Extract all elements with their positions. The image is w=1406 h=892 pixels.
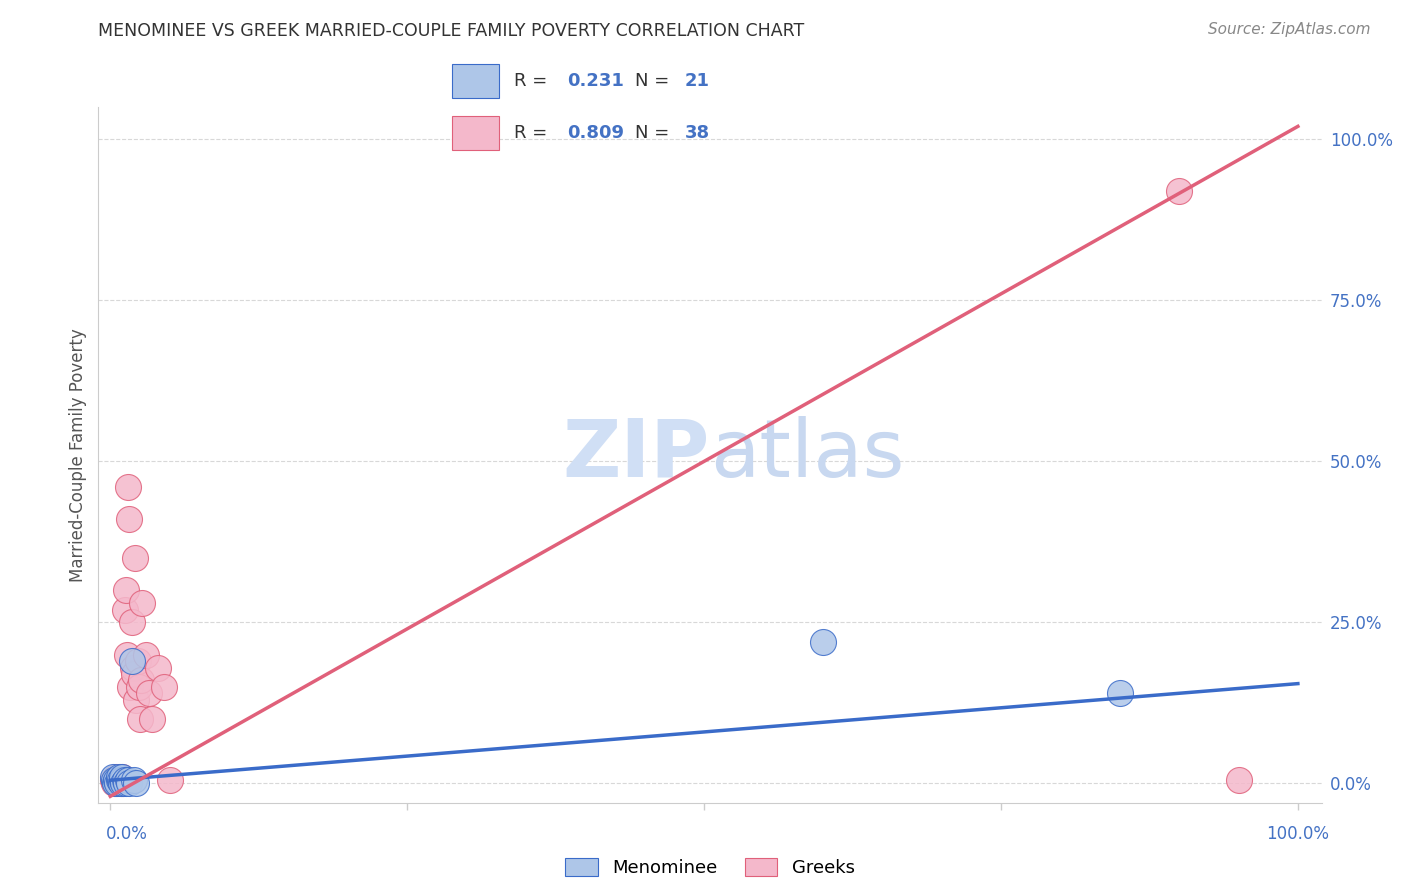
Point	[120, 680, 142, 694]
Point	[124, 551, 146, 566]
Point	[107, 770, 129, 784]
Point	[111, 773, 134, 788]
Point	[1168, 184, 1191, 198]
Point	[108, 773, 131, 788]
Text: R =: R =	[513, 124, 553, 142]
Point	[105, 770, 128, 784]
Point	[125, 776, 148, 790]
Point	[128, 680, 150, 694]
Point	[111, 770, 134, 784]
Text: 0.809: 0.809	[567, 124, 624, 142]
Point	[121, 660, 143, 674]
Text: 0.0%: 0.0%	[105, 825, 148, 843]
Point	[811, 634, 834, 648]
Text: MENOMINEE VS GREEK MARRIED-COUPLE FAMILY POVERTY CORRELATION CHART: MENOMINEE VS GREEK MARRIED-COUPLE FAMILY…	[98, 22, 804, 40]
Point	[118, 512, 141, 526]
Text: N =: N =	[636, 124, 675, 142]
Text: Source: ZipAtlas.com: Source: ZipAtlas.com	[1208, 22, 1371, 37]
Text: 0.231: 0.231	[567, 72, 624, 90]
Point	[110, 776, 132, 790]
Point	[114, 602, 136, 616]
Point	[129, 673, 152, 688]
Point	[107, 776, 129, 790]
Point	[107, 776, 129, 790]
Point	[105, 773, 128, 788]
Point	[112, 773, 135, 788]
Point	[122, 667, 145, 681]
Text: N =: N =	[636, 72, 675, 90]
Point	[107, 773, 129, 788]
Point	[131, 596, 153, 610]
Point	[112, 776, 135, 790]
Point	[135, 648, 157, 662]
Text: ZIP: ZIP	[562, 416, 710, 494]
Y-axis label: Married-Couple Family Poverty: Married-Couple Family Poverty	[69, 328, 87, 582]
Point	[152, 680, 174, 694]
Point	[108, 773, 131, 788]
Point	[108, 770, 131, 784]
Legend: Menominee, Greeks: Menominee, Greeks	[558, 850, 862, 884]
Point	[105, 776, 128, 790]
Point	[117, 773, 139, 788]
Point	[101, 770, 124, 784]
Point	[114, 773, 136, 788]
Text: 38: 38	[685, 124, 710, 142]
Text: atlas: atlas	[710, 416, 904, 494]
Point	[114, 776, 136, 790]
Bar	[451, 64, 499, 98]
Point	[104, 776, 127, 790]
Point	[112, 776, 135, 790]
Point	[115, 648, 138, 662]
Point	[1108, 686, 1130, 700]
Point	[141, 712, 163, 726]
Bar	[451, 116, 499, 150]
Text: 21: 21	[685, 72, 710, 90]
Point	[104, 773, 127, 788]
Point	[121, 615, 143, 630]
Point	[111, 770, 134, 784]
Point	[114, 583, 136, 598]
Text: 100.0%: 100.0%	[1265, 825, 1329, 843]
Point	[103, 773, 125, 788]
Point	[121, 654, 143, 668]
Point	[107, 773, 129, 788]
Point	[127, 654, 149, 668]
Point	[101, 773, 124, 788]
Point	[111, 773, 134, 788]
Point	[146, 660, 169, 674]
Point	[1227, 773, 1250, 788]
Point	[122, 773, 145, 788]
Point	[125, 692, 148, 706]
Point	[117, 480, 139, 494]
Point	[118, 776, 141, 790]
Point	[159, 773, 181, 788]
Point	[129, 712, 152, 726]
Point	[103, 776, 125, 790]
Point	[138, 686, 160, 700]
Text: R =: R =	[513, 72, 553, 90]
Point	[110, 776, 132, 790]
